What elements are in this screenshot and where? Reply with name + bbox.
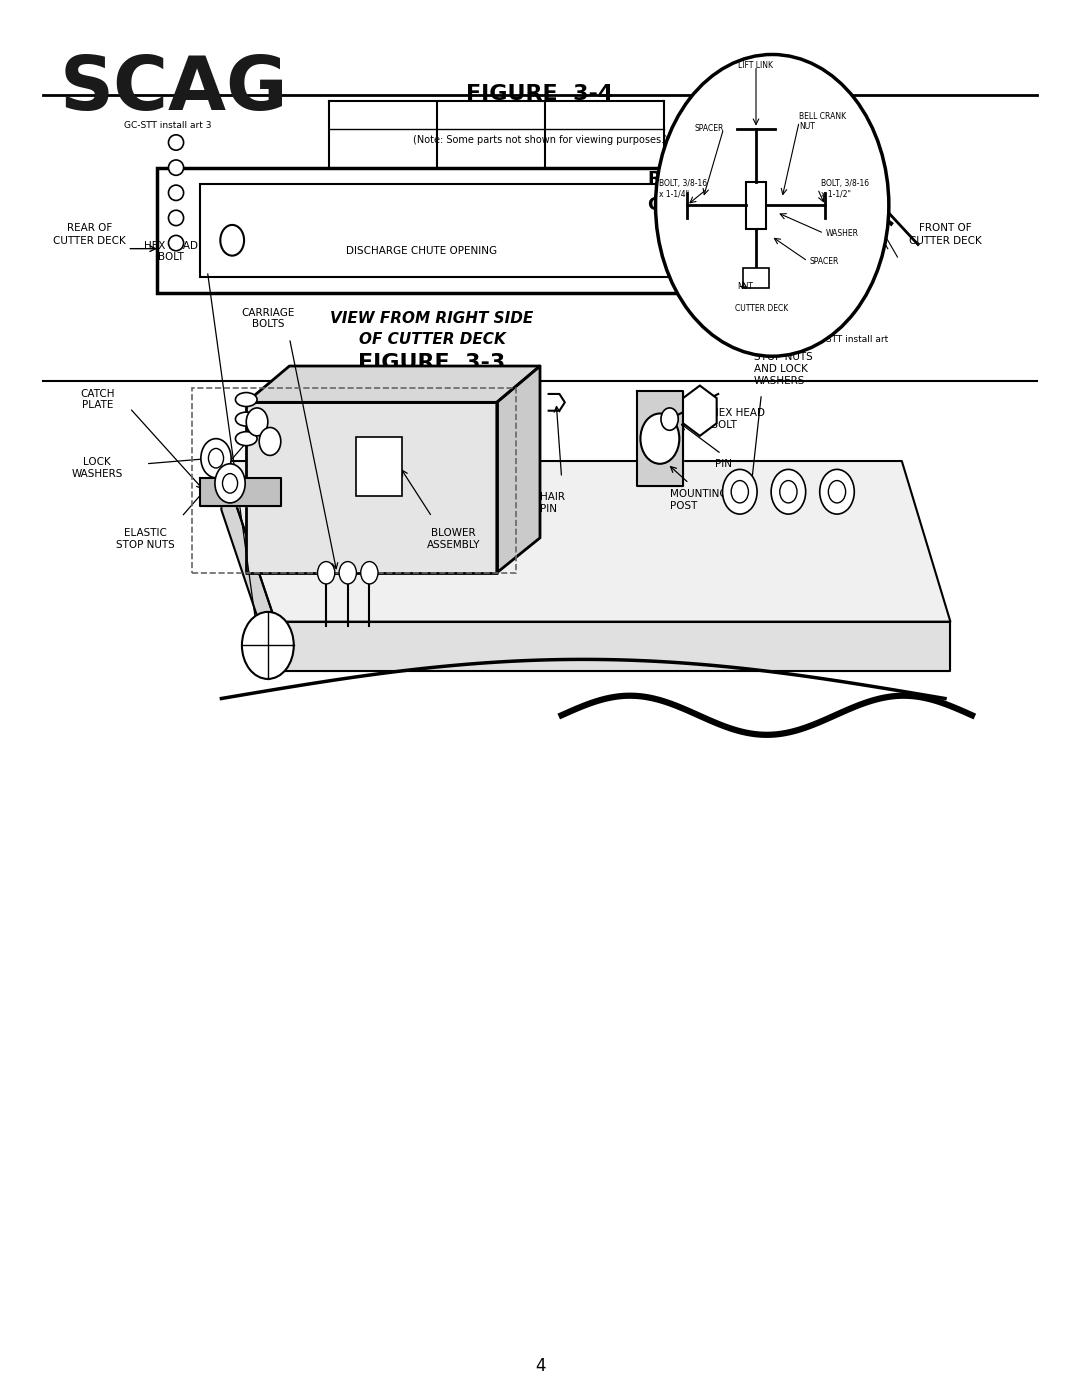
Text: HEX HEAD
BOLT: HEX HEAD BOLT xyxy=(711,408,765,430)
Polygon shape xyxy=(246,366,540,402)
Text: BELL CRANK
NUT: BELL CRANK NUT xyxy=(799,112,847,131)
Bar xyxy=(157,168,826,293)
Circle shape xyxy=(259,427,281,455)
Text: CUTTER DECK: CUTTER DECK xyxy=(734,305,788,313)
Ellipse shape xyxy=(235,432,257,446)
Bar xyxy=(356,437,402,496)
Circle shape xyxy=(208,448,224,468)
Circle shape xyxy=(661,408,678,430)
Text: SCAG: SCAG xyxy=(59,53,288,126)
Text: PIN: PIN xyxy=(715,458,732,469)
Ellipse shape xyxy=(168,161,184,176)
Text: Figure 2-52'GC-STT install art: Figure 2-52'GC-STT install art xyxy=(756,335,888,344)
Text: WASHER: WASHER xyxy=(826,229,860,237)
Text: HEX HEAD
BOLT: HEX HEAD BOLT xyxy=(144,240,198,263)
Circle shape xyxy=(656,54,889,356)
Text: BOLT, 3/8-16
x 1-1/2": BOLT, 3/8-16 x 1-1/2" xyxy=(821,179,869,198)
Text: GC-STT install art 3: GC-STT install art 3 xyxy=(124,122,212,130)
Text: SPACER: SPACER xyxy=(810,257,839,265)
Text: NUT: NUT xyxy=(738,282,753,291)
Text: DISCHARGE CHUTE OPENING: DISCHARGE CHUTE OPENING xyxy=(346,246,497,257)
Polygon shape xyxy=(637,391,683,486)
Text: OF CUTTER DECK: OF CUTTER DECK xyxy=(359,332,505,346)
Ellipse shape xyxy=(235,412,257,426)
Circle shape xyxy=(731,481,748,503)
Circle shape xyxy=(361,562,378,584)
Text: BLOWER
ASSEMBLY: BLOWER ASSEMBLY xyxy=(427,528,481,550)
Circle shape xyxy=(201,439,231,478)
Circle shape xyxy=(771,469,806,514)
Ellipse shape xyxy=(235,393,257,407)
Text: LIFT LINK: LIFT LINK xyxy=(739,61,773,70)
Text: BOLT, 3/8-16
x 1-1/4": BOLT, 3/8-16 x 1-1/4" xyxy=(659,179,707,198)
Text: REAR OF
CUTTER DECK: REAR OF CUTTER DECK xyxy=(53,224,126,246)
Text: (Note: Some parts not shown for viewing purposes.): (Note: Some parts not shown for viewing … xyxy=(413,134,667,145)
Text: FIGURE  3-4: FIGURE 3-4 xyxy=(467,84,613,103)
Ellipse shape xyxy=(168,134,184,151)
Circle shape xyxy=(220,225,244,256)
Circle shape xyxy=(215,464,245,503)
Ellipse shape xyxy=(168,210,184,225)
Circle shape xyxy=(246,408,268,436)
Circle shape xyxy=(222,474,238,493)
Circle shape xyxy=(820,469,854,514)
Circle shape xyxy=(828,481,846,503)
Text: HAIR
PIN: HAIR PIN xyxy=(540,492,565,514)
Circle shape xyxy=(640,414,679,464)
Text: SPACER: SPACER xyxy=(694,124,724,133)
Bar xyxy=(746,182,766,229)
Text: FRONT OF
CUTTER DECK: FRONT OF CUTTER DECK xyxy=(908,224,982,246)
Text: VIEW FROM RIGHT SIDE: VIEW FROM RIGHT SIDE xyxy=(330,312,534,326)
Circle shape xyxy=(339,562,356,584)
Text: RIGHT SIDE OF 52": RIGHT SIDE OF 52" xyxy=(648,170,838,187)
Polygon shape xyxy=(200,478,281,506)
Ellipse shape xyxy=(168,186,184,201)
Text: FIGURE  3-3: FIGURE 3-3 xyxy=(359,353,505,373)
Bar xyxy=(200,184,718,277)
Text: 4: 4 xyxy=(535,1358,545,1375)
Polygon shape xyxy=(221,461,950,622)
Polygon shape xyxy=(246,402,497,573)
Bar xyxy=(743,268,769,288)
Text: LOCK
WASHERS: LOCK WASHERS xyxy=(71,457,123,479)
Circle shape xyxy=(723,469,757,514)
Text: CATCH
PLATE: CATCH PLATE xyxy=(80,388,114,411)
Text: MOUNTING
POST: MOUNTING POST xyxy=(670,489,727,511)
Circle shape xyxy=(780,481,797,503)
Polygon shape xyxy=(221,461,275,671)
Text: ELASTIC
STOP NUTS
AND LOCK
WASHERS: ELASTIC STOP NUTS AND LOCK WASHERS xyxy=(754,341,812,386)
Polygon shape xyxy=(275,622,950,671)
Bar xyxy=(192,388,516,573)
Text: ELASTIC
STOP NUTS: ELASTIC STOP NUTS xyxy=(117,528,175,550)
Ellipse shape xyxy=(168,235,184,251)
Text: CUTTER DECK SHOWN: CUTTER DECK SHOWN xyxy=(648,197,872,214)
Text: CARRIAGE
BOLTS: CARRIAGE BOLTS xyxy=(241,307,295,330)
Circle shape xyxy=(318,562,335,584)
Polygon shape xyxy=(497,366,540,573)
Circle shape xyxy=(242,612,294,679)
